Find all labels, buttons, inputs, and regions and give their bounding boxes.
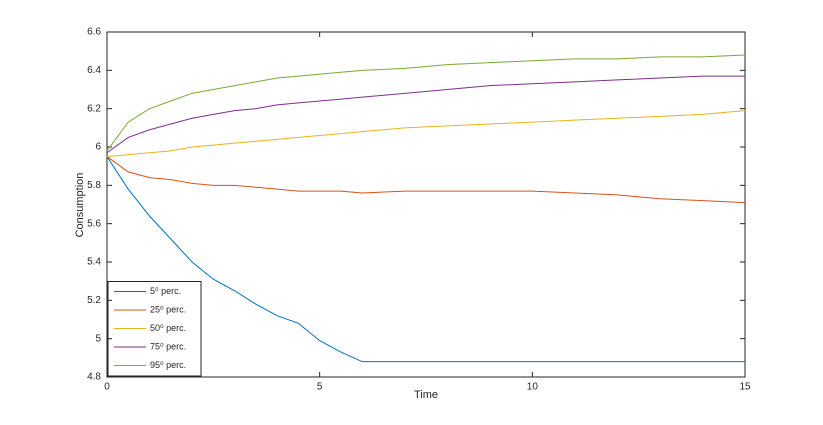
legend-box <box>107 281 202 377</box>
y-tick-label: 5.6 <box>87 218 101 229</box>
x-tick-label: 10 <box>527 382 539 393</box>
y-tick-label: 6.6 <box>87 27 101 38</box>
legend-label: 25⁰ perc. <box>150 304 186 314</box>
x-tick-label: 5 <box>317 382 323 393</box>
y-axis-label: Consumption <box>74 173 86 238</box>
series-line <box>106 110 746 158</box>
y-tick-label: 6.4 <box>87 65 101 76</box>
legend-label: 75⁰ perc. <box>150 341 186 351</box>
series-line <box>106 75 745 154</box>
y-tick-label: 5.4 <box>87 257 101 268</box>
y-tick-label: 6.2 <box>87 103 101 114</box>
y-tick-label: 4.8 <box>87 372 101 383</box>
legend-label: 5⁰ perc. <box>150 286 181 296</box>
x-tick-label: 0 <box>104 382 110 393</box>
y-tick-label: 5 <box>95 333 101 344</box>
legend-label: 50⁰ perc. <box>150 323 186 333</box>
y-tick-label: 6 <box>95 142 101 153</box>
plot-box <box>106 31 746 378</box>
y-tick-label: 5.2 <box>87 295 101 306</box>
legend-label: 95⁰ perc. <box>150 360 186 370</box>
series-line <box>106 156 746 204</box>
series-line <box>106 54 746 152</box>
series-line <box>106 156 745 363</box>
x-tick-label: 15 <box>739 382 751 393</box>
x-axis-label: Time <box>414 389 438 401</box>
y-tick-label: 5.8 <box>87 180 101 191</box>
